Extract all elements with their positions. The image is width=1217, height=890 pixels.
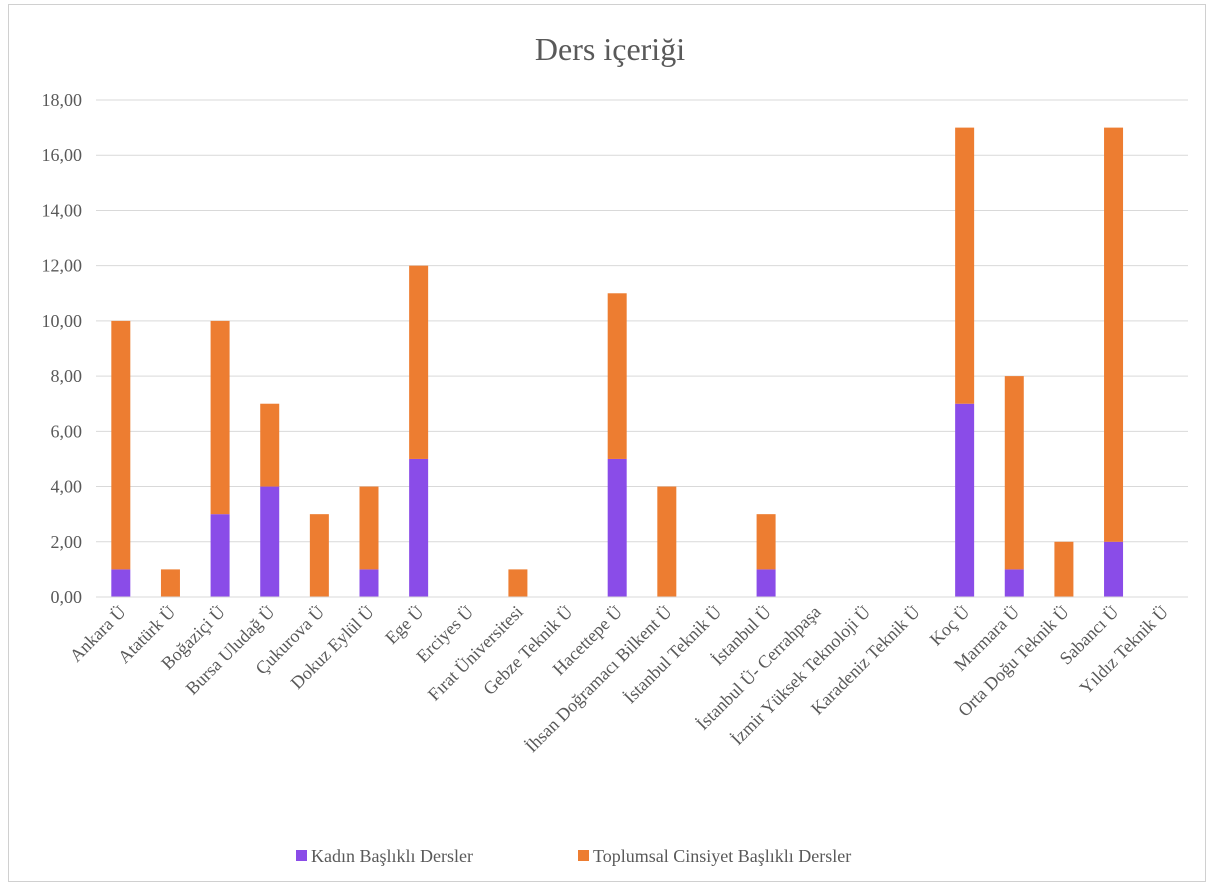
x-tick-label: Gebze Teknik Ü	[479, 602, 576, 699]
chart-title: Ders içeriği	[535, 31, 685, 67]
bar-segment-kadin	[1104, 541, 1124, 597]
y-tick-label: 4,00	[51, 477, 83, 497]
bar-segment-toplumsal	[309, 514, 329, 597]
x-tick-label: Koç Ü	[926, 602, 974, 650]
bar-segment-toplumsal	[160, 569, 180, 597]
bar-segment-kadin	[210, 514, 230, 597]
y-tick-label: 10,00	[42, 311, 83, 331]
bar-segment-toplumsal	[1004, 376, 1024, 570]
x-tick-label: Ege Ü	[381, 602, 427, 648]
bar-segment-kadin	[409, 458, 429, 597]
y-axis: 0,00 2,00 4,00 6,00 8,00 10,00 12,00 14,00 16,00…	[42, 90, 83, 607]
y-tick-label: 8,00	[51, 366, 83, 386]
y-tick-label: 14,00	[42, 200, 83, 220]
legend-swatch-kadin	[296, 850, 307, 861]
bar-segment-toplumsal	[657, 486, 677, 597]
bar-segment-toplumsal	[260, 403, 280, 487]
bar-segment-kadin	[260, 486, 280, 597]
bars	[111, 127, 1124, 597]
bar-segment-kadin	[111, 569, 131, 597]
bar-segment-toplumsal	[210, 320, 230, 515]
bar-segment-kadin	[756, 569, 776, 597]
bar-segment-toplumsal	[359, 486, 379, 570]
y-tick-label: 16,00	[42, 145, 83, 165]
bar-segment-toplumsal	[607, 293, 627, 459]
bar-segment-toplumsal	[1054, 541, 1074, 597]
legend-label-kadin: Kadın Başlıklı Dersler	[311, 846, 473, 866]
y-tick-label: 2,00	[51, 532, 83, 552]
legend-swatch-toplumsal	[578, 850, 589, 861]
x-tick-label: Yıldız Teknik Ü	[1076, 602, 1172, 698]
x-tick-label: Bursa Uludağ Ü	[182, 602, 279, 699]
bar-segment-kadin	[359, 569, 379, 597]
bar-segment-kadin	[1004, 569, 1024, 597]
y-tick-label: 0,00	[51, 587, 83, 607]
legend-label-toplumsal: Toplumsal Cinsiyet Başlıklı Dersler	[593, 846, 851, 866]
bar-segment-toplumsal	[508, 569, 528, 597]
bar-segment-kadin	[955, 403, 975, 597]
bar-segment-toplumsal	[1104, 127, 1124, 542]
bar-segment-kadin	[607, 458, 627, 597]
bar-segment-toplumsal	[111, 320, 131, 570]
y-tick-label: 18,00	[42, 90, 83, 110]
y-tick-label: 6,00	[51, 421, 83, 441]
bar-segment-toplumsal	[409, 265, 429, 459]
legend: Kadın Başlıklı Dersler Toplumsal Cinsiye…	[296, 846, 851, 866]
gridlines	[96, 99, 1188, 598]
bar-segment-toplumsal	[756, 514, 776, 570]
bar-segment-toplumsal	[955, 127, 975, 404]
y-tick-label: 12,00	[42, 256, 83, 276]
